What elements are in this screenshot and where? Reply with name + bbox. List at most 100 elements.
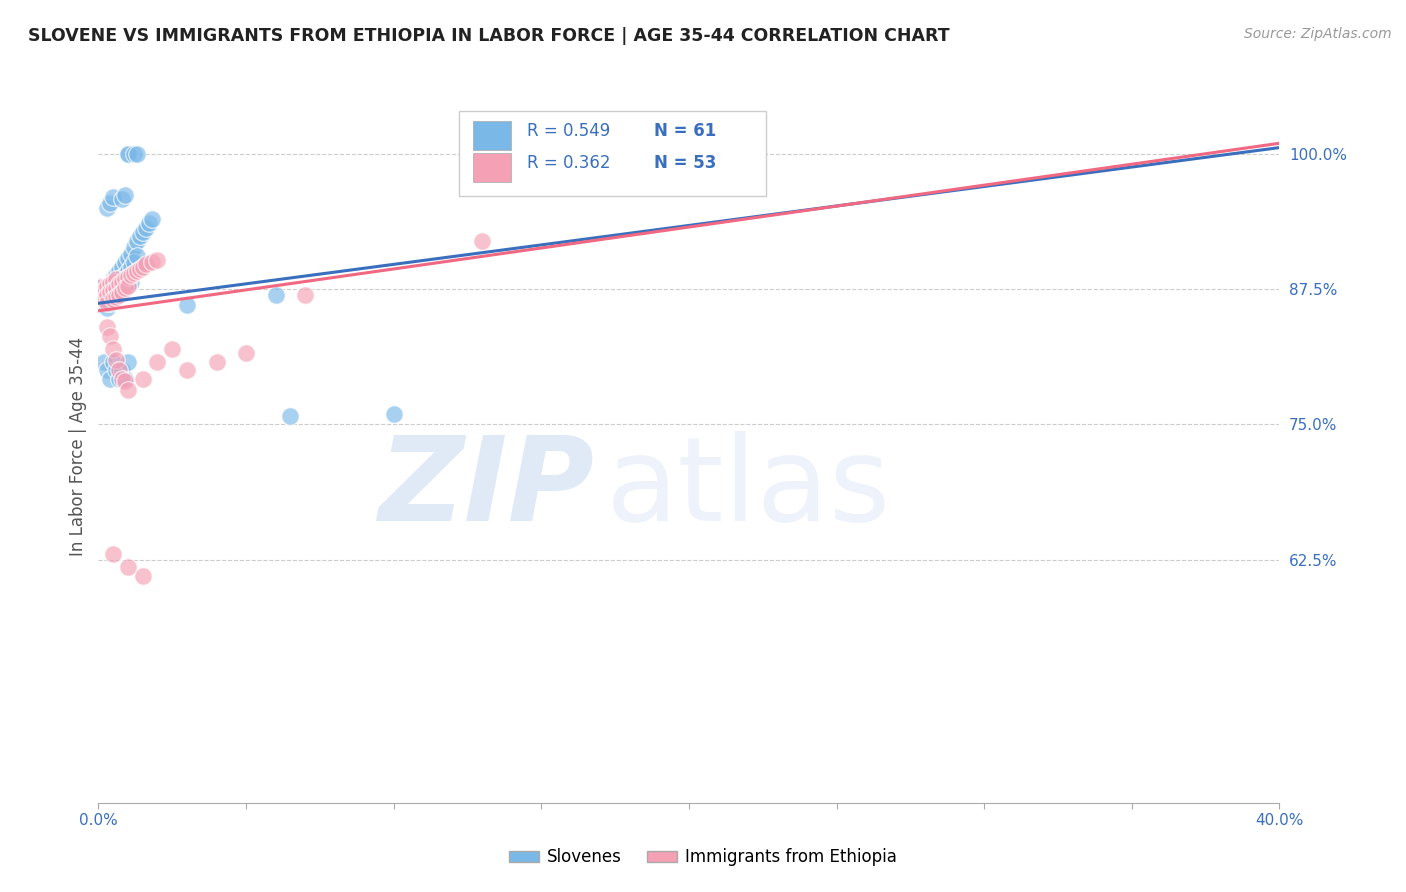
Point (96, 320, 118, 334)
Point (96, 290, 118, 304)
FancyBboxPatch shape (472, 153, 510, 182)
Point (108, 363, 131, 377)
Point (125, 234, 148, 248)
Point (120, 246, 142, 260)
Point (98, 296, 121, 310)
FancyBboxPatch shape (472, 121, 510, 150)
Point (93, 283, 115, 297)
Point (103, 354, 125, 368)
Point (122, 255, 145, 269)
Point (105, 352, 128, 367)
Point (108, 285, 131, 300)
Point (117, 560, 139, 574)
Point (132, 372, 155, 386)
Point (108, 277, 131, 291)
Point (114, 188, 136, 202)
Point (93, 292, 115, 306)
Y-axis label: In Labor Force | Age 35-44: In Labor Force | Age 35-44 (69, 336, 87, 556)
Point (105, 290, 128, 304)
Point (98, 277, 121, 291)
Point (105, 281, 128, 295)
Point (176, 363, 198, 377)
Point (122, 147, 145, 161)
Point (120, 268, 142, 282)
Point (141, 255, 163, 269)
Point (111, 260, 134, 274)
Point (103, 294, 125, 309)
Point (135, 257, 157, 271)
Point (98, 285, 121, 300)
Point (205, 354, 228, 368)
Point (105, 279, 128, 293)
Text: R = 0.549: R = 0.549 (527, 121, 610, 139)
Point (103, 292, 125, 306)
Point (125, 147, 148, 161)
Point (96, 201, 118, 215)
Point (98, 195, 121, 210)
Point (90, 280, 112, 294)
Point (98, 328, 121, 343)
Text: N = 53: N = 53 (654, 153, 716, 171)
Point (103, 275, 125, 289)
Point (108, 275, 131, 289)
Point (117, 279, 139, 293)
Point (105, 290, 128, 304)
Point (114, 279, 136, 293)
Point (117, 251, 139, 265)
Point (114, 281, 136, 295)
Text: SLOVENE VS IMMIGRANTS FROM ETHIOPIA IN LABOR FORCE | AGE 35-44 CORRELATION CHART: SLOVENE VS IMMIGRANTS FROM ETHIOPIA IN L… (28, 27, 949, 45)
Point (111, 270, 134, 285)
Point (111, 285, 134, 300)
Point (96, 287, 118, 301)
Point (122, 240, 145, 254)
Point (103, 190, 125, 204)
Point (132, 568, 155, 582)
Point (146, 253, 169, 268)
Text: ZIP: ZIP (378, 432, 595, 546)
Point (128, 261, 150, 276)
Point (162, 342, 183, 356)
Point (125, 249, 148, 263)
Point (117, 270, 139, 285)
Point (103, 283, 125, 297)
Point (132, 225, 155, 239)
Point (96, 296, 118, 310)
Point (111, 363, 134, 377)
Point (264, 287, 287, 301)
Point (382, 407, 405, 421)
Point (117, 147, 139, 161)
Point (96, 279, 118, 293)
Point (103, 342, 125, 356)
Text: atlas: atlas (606, 432, 891, 546)
Point (294, 287, 316, 301)
Point (678, 147, 700, 161)
Point (111, 193, 134, 207)
Point (235, 346, 257, 360)
Point (96, 363, 118, 377)
Point (471, 234, 494, 248)
Text: R = 0.362: R = 0.362 (527, 153, 610, 171)
Point (111, 372, 134, 386)
Text: Source: ZipAtlas.com: Source: ZipAtlas.com (1244, 27, 1392, 41)
Point (141, 211, 163, 226)
Point (146, 354, 169, 368)
Point (135, 220, 157, 235)
Point (114, 374, 136, 388)
Point (93, 354, 115, 368)
Point (176, 298, 198, 312)
Point (98, 287, 121, 301)
Point (90, 280, 112, 294)
Text: N = 61: N = 61 (654, 121, 716, 139)
Point (108, 264, 131, 278)
Point (114, 255, 136, 269)
Point (125, 264, 148, 278)
Point (103, 547, 125, 561)
Point (105, 363, 128, 377)
Point (111, 281, 134, 295)
Point (108, 287, 131, 301)
Point (117, 277, 139, 291)
Point (117, 383, 139, 397)
Point (111, 275, 134, 289)
Point (120, 275, 142, 289)
Point (96, 301, 118, 315)
